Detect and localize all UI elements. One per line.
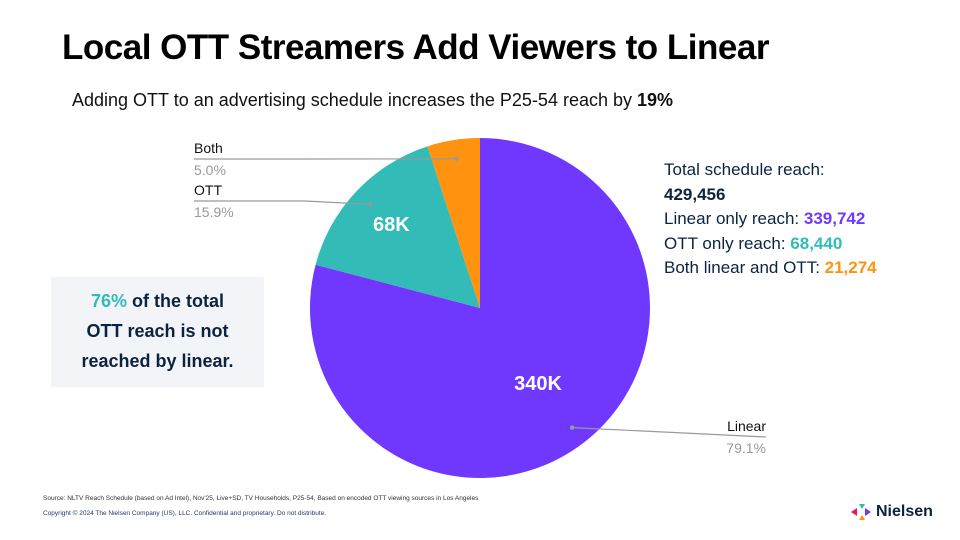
subtitle-text: Adding OTT to an advertising schedule in… (72, 90, 637, 110)
ott-reach-label: OTT only reach: (664, 233, 791, 253)
slice-label-ott: 68K (373, 214, 410, 236)
pie-slice-ott (315, 146, 480, 308)
legend-pct-both: 5.0% (194, 162, 226, 178)
legend-name-linear: Linear (727, 418, 766, 434)
copyright-note: Copyright © 2024 The Nielsen Company (US… (43, 510, 327, 517)
legend-name-ott: OTT (194, 182, 222, 198)
subtitle: Adding OTT to an advertising schedule in… (72, 90, 673, 111)
both-reach-label: Both linear and OTT: (664, 258, 825, 277)
legend-pct-linear: 79.1% (726, 440, 766, 456)
callout-line2: OTT reach is not (86, 321, 229, 341)
nielsen-mark-icon (851, 504, 871, 520)
subtitle-highlight: 19% (637, 90, 674, 110)
leader-dot-linear (569, 425, 575, 430)
leader-dot-both (454, 156, 459, 162)
total-reach-label: Total schedule reach: (664, 160, 825, 179)
leader-dot-ott (368, 202, 373, 207)
source-note: Source: NLTV Reach Schedule (based on Ad… (43, 495, 479, 502)
insight-callout: 76% of the total OTT reach is not reache… (51, 277, 264, 387)
reach-stats: Total schedule reach: 429,456 Linear onl… (664, 158, 877, 281)
legend-name-both: Both (194, 140, 223, 156)
ott-reach-value: 68,440 (790, 233, 843, 253)
pie-slice-both (427, 138, 480, 308)
callout-line1: of the total (127, 291, 225, 311)
both-reach-value: 21,274 (824, 258, 877, 277)
callout-line3: reached by linear. (81, 351, 234, 371)
leader-line-linear (572, 427, 767, 438)
slice-label-linear: 340K (514, 373, 562, 395)
callout-highlight: 76% (90, 291, 128, 311)
page-title: Local OTT Streamers Add Viewers to Linea… (62, 28, 769, 67)
total-reach-value: 429,456 (664, 184, 726, 204)
nielsen-logo: Nielsen (850, 503, 933, 521)
linear-reach-label: Linear only reach: (664, 209, 804, 228)
legend-pct-ott: 15.9% (194, 204, 234, 220)
leader-line-ott (194, 200, 371, 205)
logo-text: Nielsen (876, 503, 933, 520)
linear-reach-value: 339,742 (803, 209, 866, 228)
